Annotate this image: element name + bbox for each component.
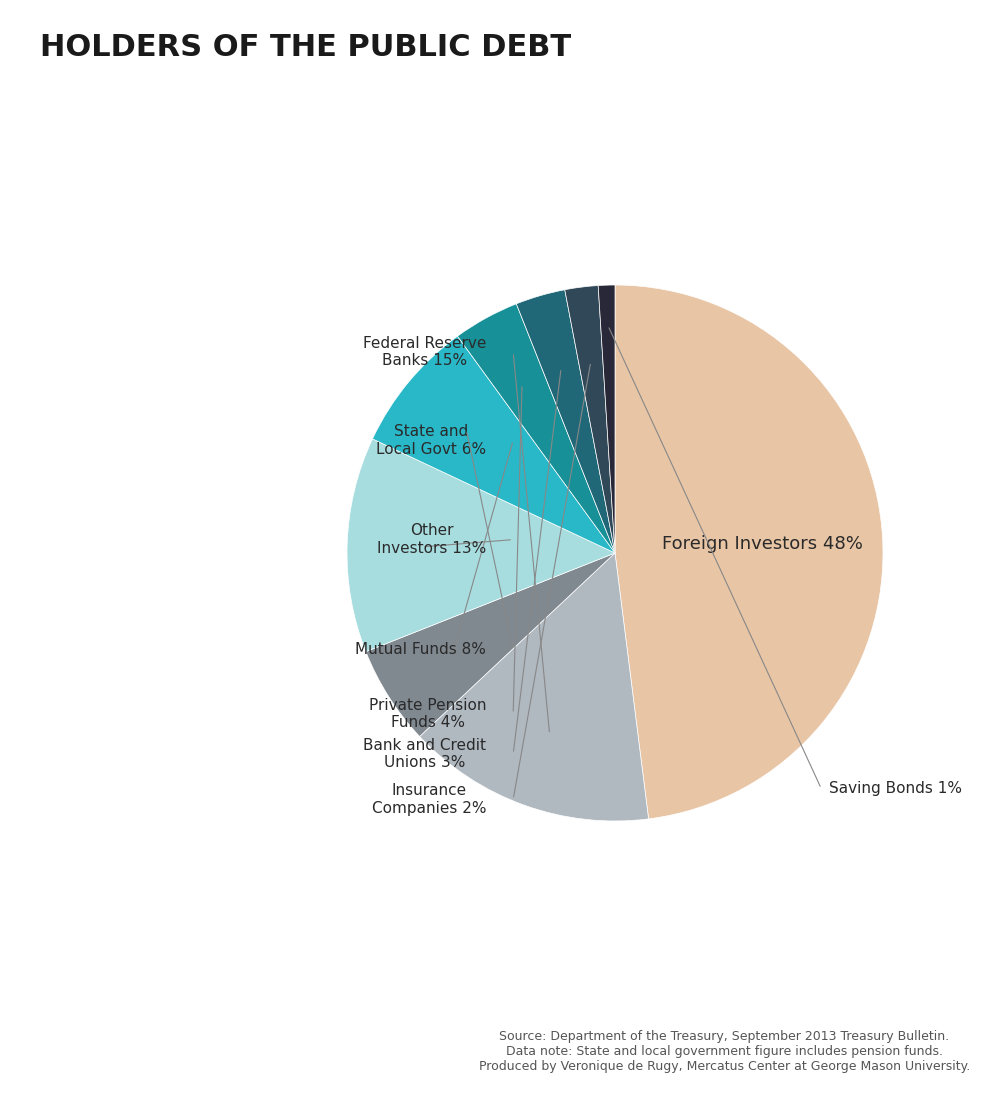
Wedge shape [420, 553, 649, 821]
Wedge shape [598, 285, 615, 553]
Text: Saving Bonds 1%: Saving Bonds 1% [829, 781, 962, 796]
Wedge shape [615, 285, 883, 818]
Text: Insurance
Companies 2%: Insurance Companies 2% [372, 783, 486, 816]
Wedge shape [565, 285, 615, 553]
Text: State and
Local Govt 6%: State and Local Govt 6% [376, 425, 486, 457]
Text: Other
Investors 13%: Other Investors 13% [377, 523, 486, 556]
Text: Federal Reserve
Banks 15%: Federal Reserve Banks 15% [363, 336, 486, 368]
Text: Foreign Investors 48%: Foreign Investors 48% [662, 534, 863, 553]
Wedge shape [373, 336, 615, 553]
Text: HOLDERS OF THE PUBLIC DEBT: HOLDERS OF THE PUBLIC DEBT [40, 33, 571, 62]
Text: Source: Department of the Treasury, September 2013 Treasury Bulletin.
Data note:: Source: Department of the Treasury, Sept… [479, 1030, 970, 1073]
Wedge shape [516, 290, 615, 553]
Wedge shape [457, 304, 615, 553]
Text: Private Pension
Funds 4%: Private Pension Funds 4% [369, 698, 486, 730]
Text: Mutual Funds 8%: Mutual Funds 8% [355, 641, 486, 657]
Text: Bank and Credit
Unions 3%: Bank and Credit Unions 3% [363, 738, 486, 770]
Wedge shape [347, 439, 615, 651]
Wedge shape [366, 553, 615, 737]
